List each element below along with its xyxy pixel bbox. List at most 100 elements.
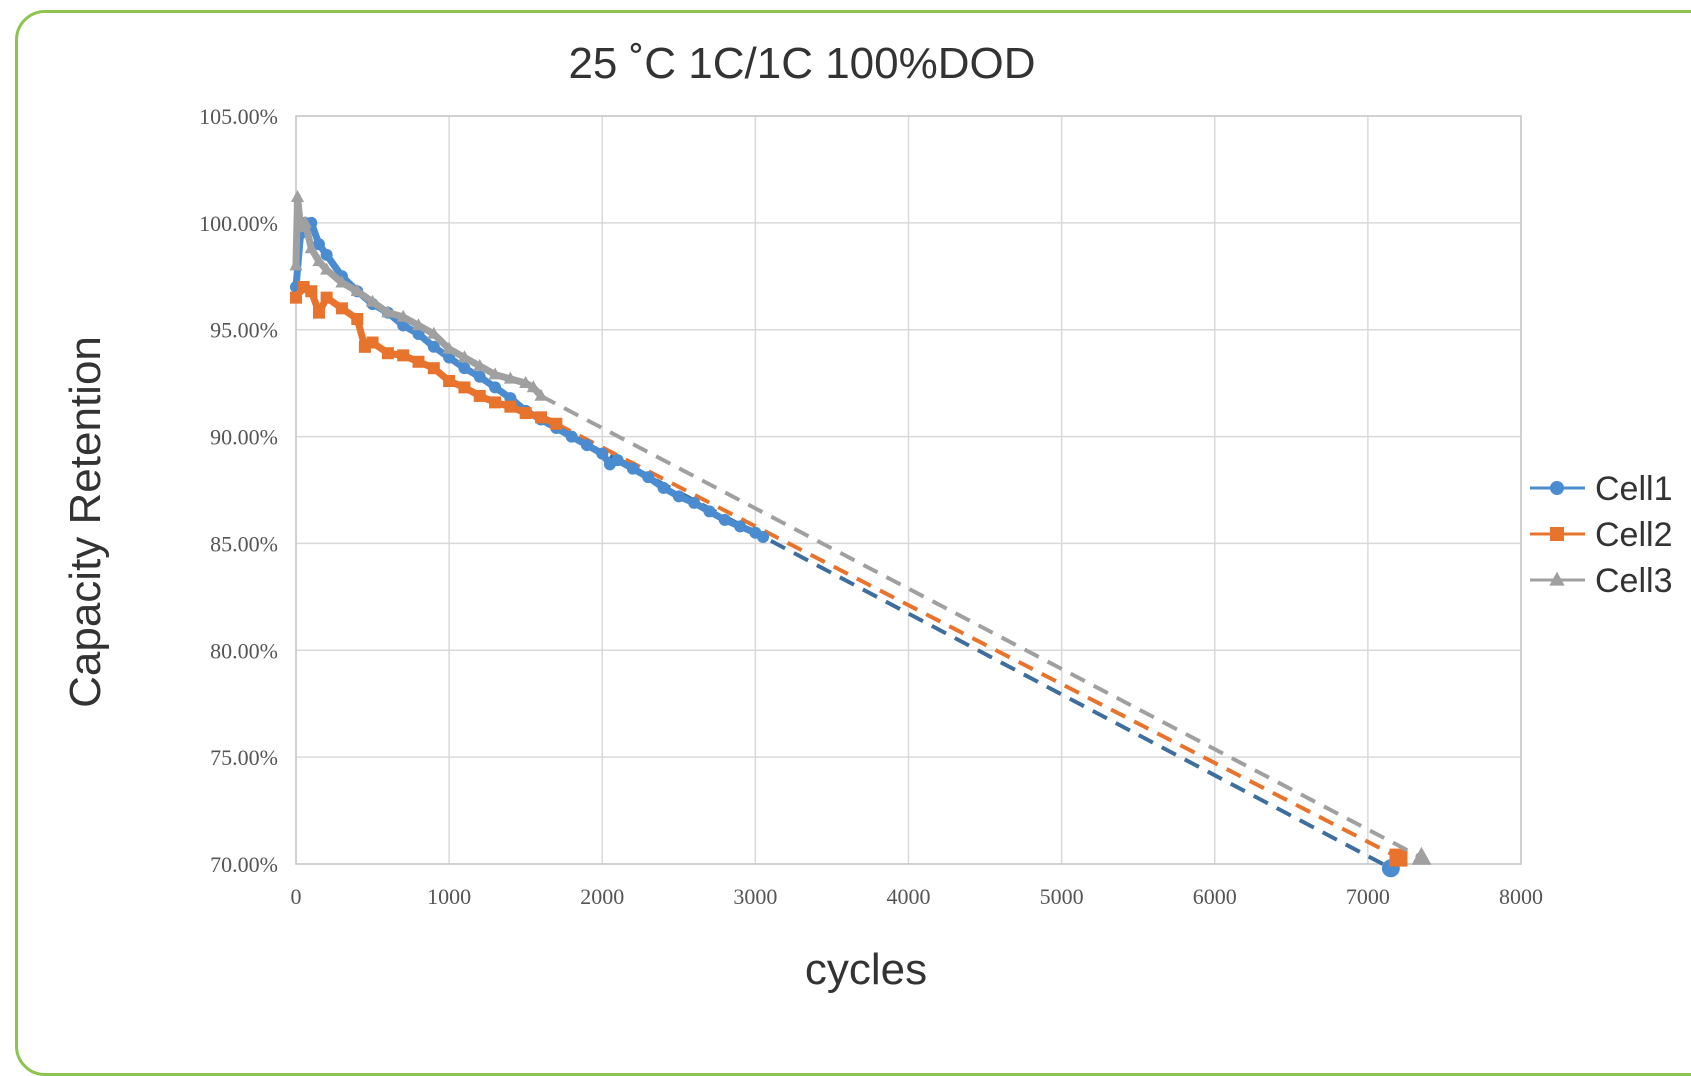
y-tick-label: 95.00% xyxy=(210,318,278,343)
data-point xyxy=(580,439,593,452)
data-point xyxy=(304,241,318,254)
trendline-cell3 xyxy=(540,394,1423,860)
legend-label: Cell3 xyxy=(1595,562,1672,600)
data-point xyxy=(534,388,548,401)
data-point xyxy=(427,362,440,375)
legend: Cell1 Cell2 Cell3 xyxy=(1530,470,1672,600)
legend-item-cell1: Cell1 xyxy=(1530,470,1672,508)
x-tick-label: 8000 xyxy=(1499,884,1543,909)
data-point xyxy=(596,447,609,460)
series-cell2 xyxy=(290,280,563,430)
x-tick-label: 4000 xyxy=(887,884,931,909)
data-point xyxy=(312,254,326,267)
chart-title: 25 ˚C 1C/1C 100%DOD xyxy=(568,39,1035,88)
data-point xyxy=(519,375,533,388)
data-point xyxy=(335,275,349,288)
data-point xyxy=(298,215,312,228)
y-tick-label: 70.00% xyxy=(210,852,278,877)
x-axis-ticks: 0 1000 2000 3000 4000 5000 6000 7000 8000 xyxy=(291,884,1544,909)
data-point xyxy=(565,430,578,443)
data-point xyxy=(396,309,410,322)
y-tick-label: 105.00% xyxy=(199,104,278,129)
data-point xyxy=(688,496,701,509)
data-point xyxy=(290,190,305,203)
trendline-cell2 xyxy=(555,421,1400,860)
data-point xyxy=(442,341,456,354)
data-point xyxy=(550,417,563,430)
data-point xyxy=(350,284,364,297)
series-group xyxy=(289,190,1432,878)
data-point xyxy=(458,362,471,375)
x-tick-label: 3000 xyxy=(733,884,777,909)
legend-swatch-marker xyxy=(1550,527,1564,541)
data-point xyxy=(626,462,639,475)
data-point xyxy=(489,381,502,394)
data-point xyxy=(290,291,302,304)
data-point xyxy=(427,340,440,353)
legend-swatch-marker xyxy=(1550,481,1564,495)
y-tick-label: 85.00% xyxy=(210,531,278,556)
data-point xyxy=(526,380,540,393)
series-line xyxy=(292,219,765,541)
data-point xyxy=(320,262,334,275)
x-tick-label: 6000 xyxy=(1193,884,1237,909)
y-axis-title: Capacity Retention xyxy=(61,336,110,708)
plot-area-border xyxy=(295,115,1522,865)
data-point xyxy=(473,358,487,371)
data-point xyxy=(335,302,348,315)
y-tick-label: 75.00% xyxy=(210,745,278,770)
capacity-retention-chart: 25 ˚C 1C/1C 100%DOD 70.00% 75.00% 80.00% 85… xyxy=(61,39,1672,994)
data-point xyxy=(488,367,502,380)
x-tick-label: 2000 xyxy=(580,884,624,909)
data-point xyxy=(642,471,655,484)
data-point xyxy=(366,336,379,349)
data-point xyxy=(489,396,502,409)
data-point xyxy=(305,285,318,298)
data-point xyxy=(427,326,441,339)
x-tick-label: 5000 xyxy=(1040,884,1084,909)
data-point xyxy=(381,347,394,360)
data-point xyxy=(703,505,716,518)
x-tick-label: 7000 xyxy=(1346,884,1390,909)
data-point xyxy=(757,531,770,544)
y-tick-label: 80.00% xyxy=(210,638,278,663)
data-point xyxy=(351,313,364,326)
data-point xyxy=(535,411,547,424)
legend-label: Cell2 xyxy=(1595,516,1672,554)
data-point xyxy=(412,355,425,368)
data-point xyxy=(411,318,426,331)
data-point xyxy=(503,371,517,384)
data-point xyxy=(320,291,333,304)
legend-label: Cell1 xyxy=(1595,470,1672,508)
y-tick-label: 90.00% xyxy=(210,425,278,450)
data-point xyxy=(289,258,303,271)
legend-item-cell2: Cell2 xyxy=(1530,516,1672,554)
data-point xyxy=(397,349,410,362)
data-point xyxy=(611,454,624,467)
data-point xyxy=(312,238,325,251)
x-tick-label: 0 xyxy=(291,884,302,909)
y-axis-ticks: 70.00% 75.00% 80.00% 85.00% 90.00% 95.00% 100.… xyxy=(199,104,278,877)
legend-swatch-marker xyxy=(1549,571,1565,586)
data-point xyxy=(312,306,325,319)
legend-item-cell3: Cell3 xyxy=(1530,562,1672,600)
data-point xyxy=(457,350,472,363)
data-point xyxy=(473,370,486,383)
data-point xyxy=(672,490,685,503)
data-point xyxy=(458,381,471,394)
data-point xyxy=(657,481,670,494)
series-line xyxy=(292,193,544,399)
data-point xyxy=(365,294,380,307)
data-point xyxy=(320,248,333,261)
data-point xyxy=(734,520,747,533)
trendline-end-marker xyxy=(1389,848,1408,867)
data-point xyxy=(381,305,395,318)
series-cell3 xyxy=(289,190,548,401)
data-point xyxy=(473,389,486,402)
trendline-end-marker xyxy=(1411,846,1432,865)
data-point xyxy=(718,513,731,526)
y-tick-label: 100.00% xyxy=(199,211,278,236)
x-tick-label: 1000 xyxy=(427,884,471,909)
x-axis-title: cycles xyxy=(805,945,927,994)
data-point xyxy=(504,400,517,413)
